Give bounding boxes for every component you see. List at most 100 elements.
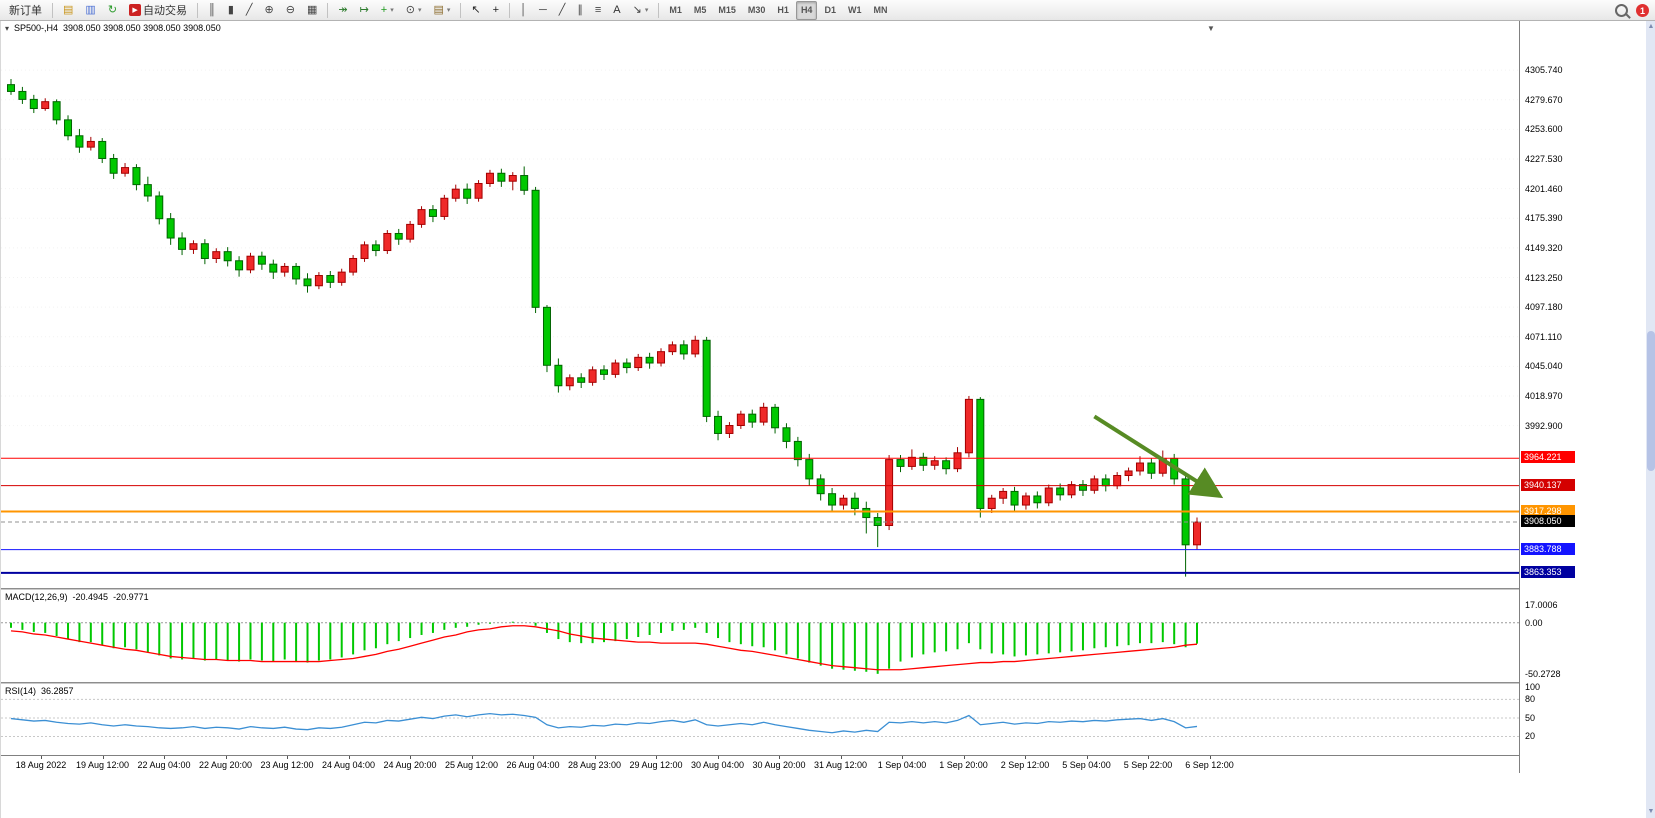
- price-axis[interactable]: 4305.740 4279.670 4253.600 4227.530 4201.460…: [1519, 21, 1647, 773]
- candle-body: [337, 271, 346, 283]
- zoom-out-button[interactable]: ⊖: [281, 1, 300, 20]
- zoom-in-button[interactable]: ⊕: [260, 1, 279, 20]
- scroll-up-icon[interactable]: ▲: [1647, 23, 1655, 30]
- candle-body: [896, 459, 905, 467]
- candle-body: [987, 497, 996, 509]
- candle-body: [748, 413, 757, 423]
- indicators-button[interactable]: + ▾: [376, 1, 399, 20]
- timeframe-w1[interactable]: W1: [843, 1, 867, 20]
- candle-body: [417, 209, 426, 225]
- timeframe-m30-label: M30: [747, 5, 766, 15]
- time-tick: [594, 756, 596, 759]
- macd-histogram: [10, 621, 1198, 674]
- candle-body: [588, 369, 597, 383]
- scroll-down-icon[interactable]: ▼: [1647, 808, 1655, 815]
- auto-scroll-button[interactable]: ↠: [333, 1, 352, 20]
- new-order-button[interactable]: 新订单: [4, 1, 47, 20]
- rsi-chart[interactable]: [1, 684, 1519, 755]
- toolbar-separator: [509, 2, 511, 18]
- bar-chart-button[interactable]: ║: [203, 1, 221, 20]
- refresh-button[interactable]: ↻: [103, 1, 122, 20]
- timeframe-m1[interactable]: M1: [664, 1, 687, 20]
- time-axis-label: 1 Sep 20:00: [939, 760, 988, 770]
- arrows-button[interactable]: ↘ ▾: [628, 1, 654, 20]
- candle-body: [406, 223, 415, 240]
- candle-body: [86, 140, 95, 148]
- timeframe-m15[interactable]: M15: [713, 1, 741, 20]
- tile-windows-icon: ▦: [306, 3, 318, 16]
- fibonacci-button[interactable]: ≡: [590, 1, 606, 20]
- toolbar-separator: [52, 2, 53, 18]
- candle-body: [771, 406, 780, 429]
- timeframe-w1-label: W1: [847, 5, 862, 15]
- rsi-axis-label: 50: [1525, 712, 1536, 723]
- candle-body: [383, 232, 392, 252]
- crosshair-button[interactable]: +: [488, 1, 504, 20]
- price-badge: 3917.298: [1521, 504, 1575, 517]
- scrollbar-thumb[interactable]: [1647, 331, 1655, 471]
- market-watch-button[interactable]: ▥: [80, 1, 100, 20]
- timeframe-m30[interactable]: M30: [743, 1, 771, 20]
- horizontal-line-button[interactable]: ─: [534, 1, 552, 20]
- rsi-line: [10, 712, 1198, 734]
- macd-panel[interactable]: MACD(12,26,9) -20.4945 -20.9771: [1, 590, 1519, 682]
- trend-arrow[interactable]: [1093, 414, 1224, 499]
- market-watch-icon: ▥: [85, 3, 96, 16]
- chart-shift-button[interactable]: ↦: [355, 1, 374, 20]
- timeframe-h1[interactable]: H1: [772, 1, 794, 20]
- chart-shift-marker-icon[interactable]: ▼: [1207, 24, 1215, 33]
- vertical-scrollbar[interactable]: ▲ ▼: [1646, 21, 1655, 818]
- macd-main-value: -20.4945: [72, 592, 109, 602]
- toolbar-separator: [658, 2, 660, 18]
- time-tick: [102, 756, 104, 759]
- macd-chart[interactable]: [1, 590, 1519, 682]
- candle-body: [52, 101, 61, 121]
- timeframe-h4[interactable]: H4: [795, 0, 818, 20]
- time-tick: [410, 756, 411, 759]
- text-button[interactable]: A: [608, 1, 625, 20]
- one-click-trading-caret-icon[interactable]: ▾: [5, 23, 10, 33]
- candle-body: [1135, 462, 1144, 472]
- notification-badge[interactable]: 1: [1636, 4, 1649, 17]
- panel-separator[interactable]: [1, 682, 1646, 684]
- time-axis-label: 5 Sep 22:00: [1123, 760, 1173, 770]
- timeframe-mn[interactable]: MN: [868, 1, 892, 20]
- panel-separator[interactable]: [1, 588, 1646, 590]
- chart-shift-icon: ↦: [359, 3, 369, 16]
- candle-body: [1193, 521, 1201, 546]
- macd-axis-label: -50.2728: [1525, 669, 1561, 680]
- price-badge: 3863.353: [1521, 565, 1575, 578]
- candlestick-chart-button[interactable]: ▮: [223, 1, 239, 20]
- periods-button[interactable]: ⊙ ▾: [401, 1, 427, 20]
- candlestick-chart[interactable]: [1, 21, 1519, 588]
- line-chart-button[interactable]: ╱: [241, 1, 258, 20]
- candle-body: [1056, 487, 1065, 496]
- candle-body: [725, 425, 734, 434]
- main-chart-panel[interactable]: ▾ SP500-,H4 3908.050 3908.050 3908.050 3…: [1, 21, 1519, 588]
- candle-body: [303, 278, 312, 287]
- candle-body: [1044, 487, 1053, 504]
- timeframe-m5[interactable]: M5: [689, 1, 712, 20]
- time-axis[interactable]: 18 Aug 2022 19 Aug 12:00 22 Aug 04:00 22 Au…: [1, 755, 1646, 774]
- auto-trading-button[interactable]: ▶ 自动交易: [124, 1, 192, 20]
- rsi-axis-label: 20: [1525, 731, 1536, 742]
- vertical-line-button[interactable]: │: [515, 1, 532, 20]
- indicators-icon: +: [380, 3, 388, 16]
- time-axis-label: 23 Aug 12:00: [260, 760, 314, 770]
- rsi-panel[interactable]: RSI(14) 36.2857: [1, 684, 1519, 755]
- tile-windows-button[interactable]: ▦: [302, 1, 322, 20]
- cursor-button[interactable]: ↖: [466, 1, 485, 20]
- time-axis-label: 19 Aug 12:00: [75, 760, 130, 770]
- templates-button[interactable]: ▤ ▾: [428, 1, 455, 20]
- search-icon[interactable]: [1615, 4, 1628, 17]
- price-axis-label: 4149.320: [1525, 242, 1563, 253]
- channel-button[interactable]: ∥: [572, 1, 588, 20]
- zoom-in-icon: ⊕: [264, 3, 274, 16]
- trendline-button[interactable]: ╱: [554, 1, 571, 20]
- charts-button[interactable]: ▤: [58, 1, 78, 20]
- bar-chart-icon: ║: [208, 3, 216, 16]
- templates-icon: ▤: [433, 3, 444, 16]
- timeframe-d1[interactable]: D1: [819, 1, 841, 20]
- candle-body: [463, 188, 472, 199]
